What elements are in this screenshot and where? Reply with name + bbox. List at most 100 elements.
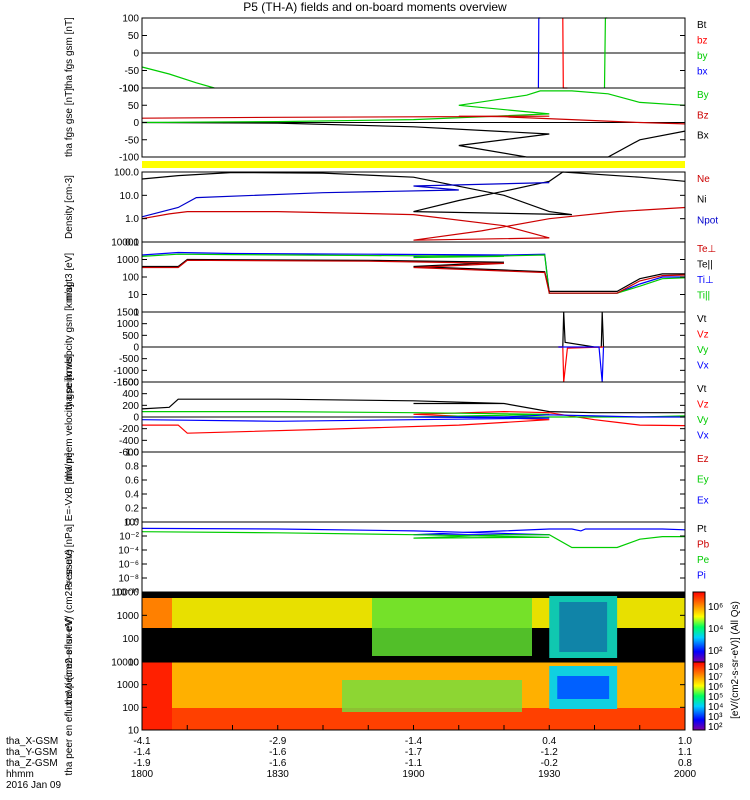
ytick-label: 1.0 [125,214,139,225]
colorbar-tick: 10³ [708,712,723,723]
legend-0: Te⊥ [697,244,716,255]
ytick-label: 1500 [117,308,140,319]
legend-0: Ne [697,174,710,185]
legend-0: Pt [697,524,707,535]
legend-1: Vz [697,400,709,411]
ytick-label: 0.4 [125,490,139,501]
panel-frame [141,451,686,523]
ytick-label: -1000 [113,366,139,377]
ytick-label: 100 [122,703,139,714]
legend-1: Vz [697,330,709,341]
footer-row-label: 2016 Jan 09 [6,780,61,791]
ytick-label: 10⁻⁸ [118,574,139,585]
colorbar-tick: 10⁷ [708,672,723,683]
legend-2: Npot [697,215,718,226]
ytick-label: 0 [133,343,139,354]
panel-1: 100 50 0 -50 -100 tha fgs gse [nT] By Bz Bx [64,84,709,164]
legend-2: by [697,51,708,62]
ytick-label: 1000 [117,680,140,691]
ytick-label: -50 [125,135,140,146]
legend-0: Ez [697,454,709,465]
series-Te⊥ [142,259,686,294]
ytick-label: 600 [122,378,139,389]
legend-2: Vy [697,415,708,426]
footer-value: 1900 [402,769,425,780]
panel-0: 100 50 0 -50 -100 tha fgs gsm [nT] Bt bz by bx [64,14,708,95]
series-Ne [141,206,686,241]
footer-value: 2000 [674,769,697,780]
footer-value: -4.1 [133,736,151,747]
legend-1: Ey [697,475,709,486]
panel-6: 1.0 0.8 0.6 0.4 0.2 0.0 E=-VxB [mV/m] Ez Ey Ex [64,448,709,529]
footer-value: 1.1 [678,747,692,758]
footer-value: -2.9 [269,736,287,747]
ytick-label: 100 [122,634,139,645]
series-Vz [142,410,686,434]
ytick-label: 10.0 [120,191,140,202]
colorbar-tick: 10⁶ [708,602,723,613]
ytick-label: -600 [119,448,139,459]
legend-0: Vt [697,314,707,325]
series-By [141,90,686,124]
colorbar-tick: 10⁶ [708,682,723,693]
series-Ni [141,171,686,216]
footer-value: -1.2 [541,747,559,758]
ytick-label: 1000 [117,319,140,330]
footer-row-label: tha_Z-GSM [6,758,58,769]
footer-row-label: tha_Y-GSM [6,747,57,758]
ytick-label: 10 [128,290,140,301]
ylabel: magt3 [eV] [64,253,75,302]
series-Vx [141,414,685,422]
ytick-label: -500 [119,354,139,365]
ylabel: Pressure [nPa] [64,524,75,590]
footer-value: -0.2 [541,758,559,769]
legend-0: By [697,90,709,101]
legend-2: Bx [697,131,709,142]
ytick-label: 10⁻¹⁰ [115,588,139,599]
ytick-label: -100 [119,84,139,95]
ytick-label: -200 [119,424,139,435]
footer-value: -1.6 [269,747,287,758]
ylabel: tha peir en eflux eV/ (cm2-s- sr-eV) [64,549,75,705]
footer-value: -1.4 [405,736,423,747]
series-by [141,66,215,89]
ylabel: tha peem velocity gse [km/s] [64,354,75,480]
panel-3: 10000 1000 100 10 1 magt3 [eV] Te⊥ Te|| Ti⊥ Ti|| [64,238,716,319]
ytick-label: -400 [119,436,139,447]
series-Ti⊥ [141,251,685,294]
footer-row-label: tha_X-GSM [6,736,58,747]
colorbar-tick: 10⁴ [708,702,723,713]
footer-value: 0.8 [678,758,692,769]
ytick-label: 1.0 [125,448,139,459]
ytick-label: 100.0 [114,168,139,179]
footer-value: -1.1 [405,758,423,769]
ylabel: E=-VxB [mV/m] [64,452,75,521]
ylabel: tha peim velocity gsm [km/s] [64,284,75,410]
ytick-label: 10⁻² [119,532,139,543]
series-Ti|| [141,253,686,294]
footer-value: 0.4 [542,736,556,747]
panel-2: 100.0 10.0 1.0 0.1 Density [cm-3] Ne Ni Npot [64,168,718,249]
ytick-label: 100 [122,84,139,95]
ytick-label: 200 [122,401,139,412]
ylabel: tha fgs gsm [nT] [64,17,75,89]
ytick-label: 10 [128,658,140,669]
footer-value: 1930 [538,769,561,780]
ytick-label: 0.2 [125,504,139,515]
colorbar-tick: 10² [708,646,723,657]
panel-frame [141,241,686,313]
colorbar-label: [eV/(cm2-s-sr-eV)] (All Qs) [730,601,741,719]
colorbar-tick: 10⁵ [708,692,723,703]
ytick-label: 0 [133,49,139,60]
ytick-label: 1 [133,308,139,319]
legend-2: Ex [697,495,709,506]
colorbar-top [692,591,706,663]
colorbar-tick: 10⁴ [708,624,723,635]
ytick-label: 1000 [117,611,140,622]
series-Npot [141,182,550,218]
legend-1: Bz [697,110,709,121]
ytick-label: 500 [122,331,139,342]
ytick-label: 0.0 [125,518,139,529]
spectrogram-lowband [142,708,685,730]
colorbar: 10⁶10⁴10²10⁸10⁷10⁶10⁵10⁴10³10²[eV/(cm2-s… [692,591,741,733]
